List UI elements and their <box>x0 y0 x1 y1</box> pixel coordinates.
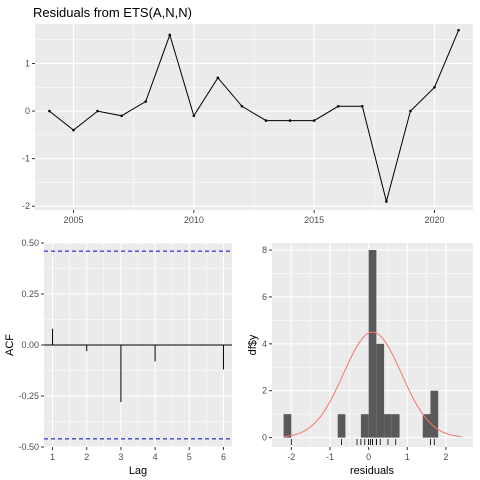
acf-x-title: Lag <box>129 465 147 477</box>
histogram-bar <box>368 250 377 438</box>
acf-x-tick-label: 1 <box>50 452 55 462</box>
histogram-x-tick-label: 2 <box>443 452 448 462</box>
histogram-chart: 0 2 4 6 8 -2 -1 0 1 2 residuals df$y <box>247 243 473 477</box>
residual-point <box>48 109 51 113</box>
residuals-chart: Residuals from ETS(A,N,N) -2 -1 0 1 2005 201… <box>22 5 473 225</box>
acf-y-tick-label: 0.50 <box>21 238 39 248</box>
residuals-y-tick-label: -2 <box>22 201 30 211</box>
residual-point <box>336 104 340 108</box>
residual-point <box>312 119 316 122</box>
histogram-y-tick-label: 0 <box>262 433 267 443</box>
residual-point <box>240 104 244 108</box>
histogram-y-title: df$y <box>247 334 259 355</box>
residuals-y-tick-label: 1 <box>25 58 30 68</box>
residual-point <box>168 33 172 37</box>
residual-point <box>288 119 292 122</box>
residual-point <box>72 128 75 132</box>
residuals-y-tick-label: -1 <box>22 154 30 164</box>
residual-point <box>433 85 436 89</box>
residual-point <box>264 119 268 122</box>
residual-point <box>385 200 388 203</box>
histogram-x-tick-label: 1 <box>405 452 410 462</box>
residual-point <box>120 114 123 118</box>
histogram-y-tick-label: 6 <box>262 292 267 302</box>
histogram-x-title: residuals <box>350 465 395 477</box>
residuals-x-tick-label: 2015 <box>304 215 324 225</box>
residuals-series-line <box>49 30 460 204</box>
histogram-bar <box>283 414 292 438</box>
histogram-bar <box>391 414 400 438</box>
histogram-y-tick-label: 2 <box>262 386 267 396</box>
histogram-bar <box>384 414 392 438</box>
histogram-y-tick-label: 8 <box>262 245 267 255</box>
acf-x-tick-label: 5 <box>187 452 192 462</box>
residuals-x-tick-label: 2010 <box>184 215 204 225</box>
histogram-x-tick-label: 0 <box>366 452 371 462</box>
normal-density-curve <box>283 331 462 438</box>
residual-point <box>216 76 220 80</box>
acf-x-tick-label: 6 <box>221 452 226 462</box>
residual-point <box>96 109 99 113</box>
acf-x-tick-label: 2 <box>84 452 89 462</box>
histogram-bar <box>337 414 346 438</box>
acf-chart: -0.50 -0.25 0.00 0.25 0.50 1 2 3 4 5 6 Lag ACF <box>4 238 232 477</box>
residuals-x-tick-label: 2020 <box>424 215 444 225</box>
acf-x-tick-label: 4 <box>153 452 158 462</box>
residual-point <box>144 100 148 103</box>
residual-point <box>457 28 460 32</box>
residuals-x-tick-label: 2005 <box>63 215 83 225</box>
histogram-x-tick-label: -1 <box>326 452 334 462</box>
residual-point <box>192 114 196 118</box>
acf-y-tick-label: 0.25 <box>21 289 39 299</box>
acf-y-tick-label: 0.00 <box>21 340 39 350</box>
residual-point <box>360 104 364 108</box>
residuals-y-tick-label: 0 <box>25 106 30 116</box>
histogram-bar <box>422 414 431 438</box>
residual-point <box>409 109 412 113</box>
histogram-x-tick-label: -2 <box>287 452 295 462</box>
histogram-y-tick-label: 4 <box>262 339 267 349</box>
acf-x-tick-label: 3 <box>118 452 123 462</box>
histogram-bar <box>376 343 385 438</box>
histogram-bar <box>430 390 439 438</box>
histogram-bar <box>360 414 369 438</box>
residuals-title: Residuals from ETS(A,N,N) <box>33 5 192 20</box>
acf-y-title: ACF <box>4 334 16 356</box>
acf-y-tick-label: -0.50 <box>18 442 39 452</box>
acf-y-tick-label: -0.25 <box>18 391 39 401</box>
